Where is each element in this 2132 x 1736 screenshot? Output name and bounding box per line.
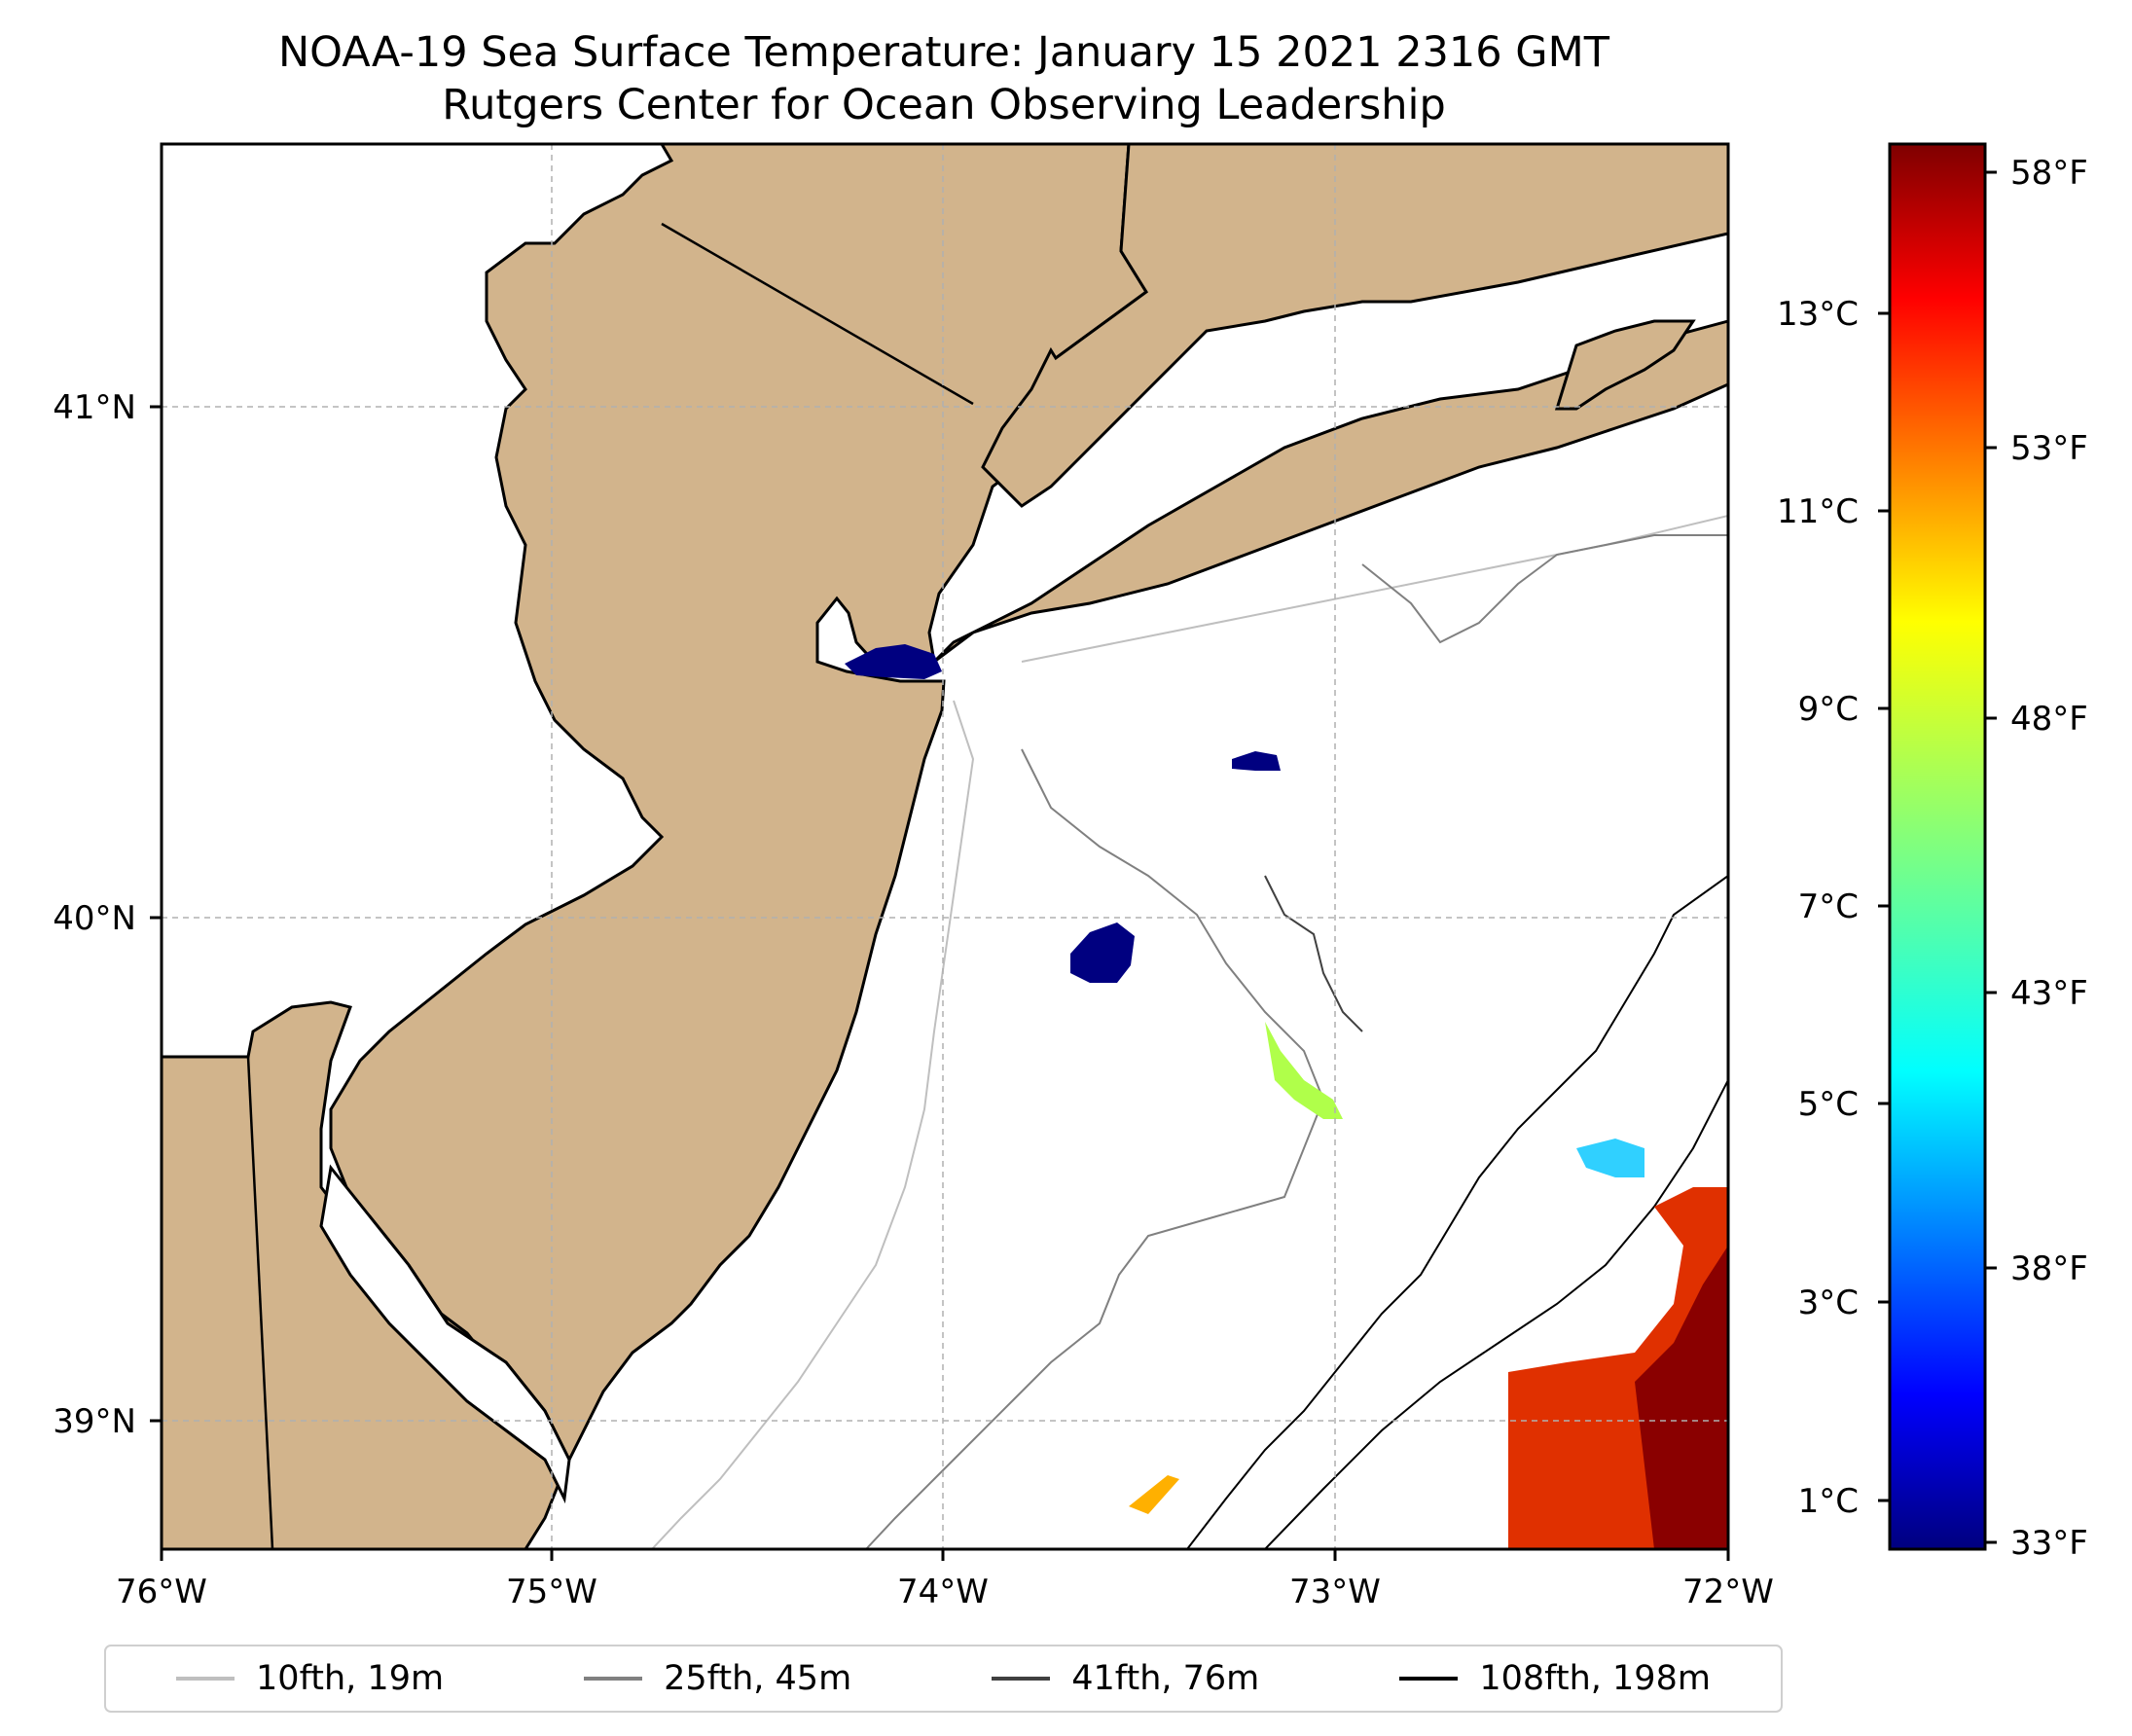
sst-patch-raritan-bay	[845, 644, 942, 679]
colorbar-celsius-label: 5°C	[1798, 1085, 1859, 1124]
lon-tick-label: 72°W	[1682, 1573, 1774, 1611]
sst-patch-south	[1129, 1475, 1179, 1514]
legend-line-swatch	[176, 1677, 235, 1681]
isobath-10fth	[651, 700, 975, 1549]
legend-line-swatch	[992, 1677, 1051, 1681]
colorbar-fahrenheit-label: 48°F	[2010, 700, 2088, 739]
legend-item-108fth: 108fth, 198m	[1399, 1659, 1711, 1698]
legend-label: 108fth, 198m	[1479, 1659, 1711, 1698]
legend-item-25fth: 25fth, 45m	[584, 1659, 851, 1698]
colorbar-fahrenheit-label: 33°F	[2010, 1524, 2088, 1563]
map-title: NOAA-19 Sea Surface Temperature: January…	[278, 28, 1609, 77]
map-frame	[160, 142, 1730, 1551]
legend-item-41fth: 41fth, 76m	[992, 1659, 1259, 1698]
colorbar-celsius-label: 13°C	[1777, 295, 1859, 334]
colorbar-celsius-label: 7°C	[1798, 887, 1859, 926]
legend-item-10fth: 10fth, 19m	[176, 1659, 444, 1698]
lon-tick-label: 75°W	[506, 1573, 597, 1611]
colorbar-fahrenheit-label: 53°F	[2010, 429, 2088, 468]
colorbar-celsius-ticks: 1°C 3°C 5°C 7°C 9°C 11°C 13°C	[1777, 295, 1890, 1521]
colorbar-fahrenheit-label: 58°F	[2010, 154, 2088, 193]
map-subtitle: Rutgers Center for Ocean Observing Leade…	[442, 81, 1446, 129]
lat-ticks: 39°N 40°N 41°N	[53, 388, 162, 1441]
land-long-island	[932, 319, 1728, 664]
gridlines	[162, 144, 1728, 1549]
lat-tick-label: 41°N	[53, 388, 136, 427]
sst-patch-large	[1070, 922, 1135, 983]
legend-label: 25fth, 45m	[664, 1659, 852, 1698]
colorbar-celsius-label: 1°C	[1798, 1482, 1859, 1521]
lat-tick-label: 39°N	[53, 1402, 136, 1441]
delaware-bay	[319, 1164, 571, 1504]
lon-tick-label: 74°W	[897, 1573, 989, 1611]
colorbar-celsius-label: 11°C	[1777, 492, 1859, 531]
sst-patch-gulf-core	[1635, 1246, 1728, 1549]
isobath-108fth-b	[1264, 1079, 1728, 1549]
isobaths	[651, 515, 1728, 1549]
sst-patches	[845, 644, 1728, 1549]
colorbar-fahrenheit-ticks: 33°F 38°F 43°F 48°F 53°F 58°F	[1985, 154, 2088, 1563]
sst-patch-small	[1232, 751, 1281, 771]
sst-patch-canyon-strip	[1265, 1022, 1343, 1119]
lat-tick-label: 40°N	[53, 899, 136, 938]
legend-line-swatch	[1399, 1677, 1459, 1681]
colorbar-celsius-label: 9°C	[1798, 690, 1859, 729]
land-island-east	[1554, 319, 1696, 411]
legend-line-swatch	[584, 1677, 643, 1681]
colorbar: 1°C 3°C 5°C 7°C 9°C 11°C 13°C 33°F 38°F …	[1777, 142, 2088, 1563]
land-new-york	[981, 144, 1728, 508]
colorbar-fahrenheit-label: 38°F	[2010, 1249, 2088, 1288]
isobath-legend: 10fth, 19m 25fth, 45m 41fth, 76m 108fth,…	[104, 1645, 1783, 1713]
state-borders	[246, 222, 974, 1549]
isobath-25fth	[865, 748, 1325, 1549]
isobath-108fth	[1186, 875, 1728, 1549]
lon-tick-label: 73°W	[1289, 1573, 1381, 1611]
lon-tick-label: 76°W	[116, 1573, 207, 1611]
lon-ticks: 76°W 75°W 74°W 73°W 72°W	[116, 1549, 1774, 1611]
map-area	[162, 144, 1728, 1549]
legend-label: 10fth, 19m	[256, 1659, 445, 1698]
isobath-25fth-b	[1361, 534, 1728, 644]
legend-label: 41fth, 76m	[1071, 1659, 1260, 1698]
colorbar-fahrenheit-label: 43°F	[2010, 974, 2088, 1013]
isobath-41fth	[1264, 875, 1363, 1032]
colorbar-celsius-label: 3°C	[1798, 1284, 1859, 1322]
sst-patch-shelf-break	[1576, 1139, 1644, 1177]
